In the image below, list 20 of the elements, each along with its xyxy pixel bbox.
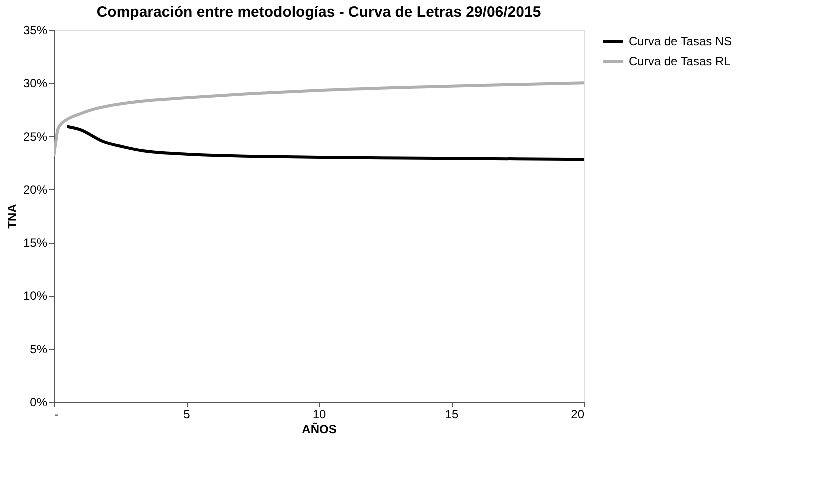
x-axis-title: AÑOS — [302, 422, 337, 436]
x-tick-label: 20 — [571, 408, 585, 422]
legend-label: Curva de Tasas RL — [629, 54, 732, 68]
x-tick-label: 10 — [312, 408, 326, 422]
line-series — [54, 82, 584, 158]
y-axis-title: TNA — [5, 204, 20, 229]
y-tick-label: 20% — [23, 182, 48, 197]
y-tick-label: 15% — [23, 236, 48, 250]
y-tick-label: 10% — [23, 289, 48, 304]
x-tick-label: 5 — [184, 408, 191, 422]
y-tick-label: 25% — [23, 130, 48, 144]
y-tick-label: 5% — [30, 342, 48, 356]
x-tick-label: - — [54, 408, 58, 422]
y-tick-label: 35% — [23, 24, 48, 38]
line-series — [66, 125, 584, 162]
chart-title: Comparación entre metodologías - Curva de Letras 29/06/2015 — [96, 4, 542, 21]
legend-label: Curva de Tasas NS — [629, 34, 732, 48]
y-tick-label: 30% — [23, 76, 48, 91]
x-tick-label: 15 — [445, 408, 459, 422]
y-tick-label: 0% — [30, 396, 48, 410]
